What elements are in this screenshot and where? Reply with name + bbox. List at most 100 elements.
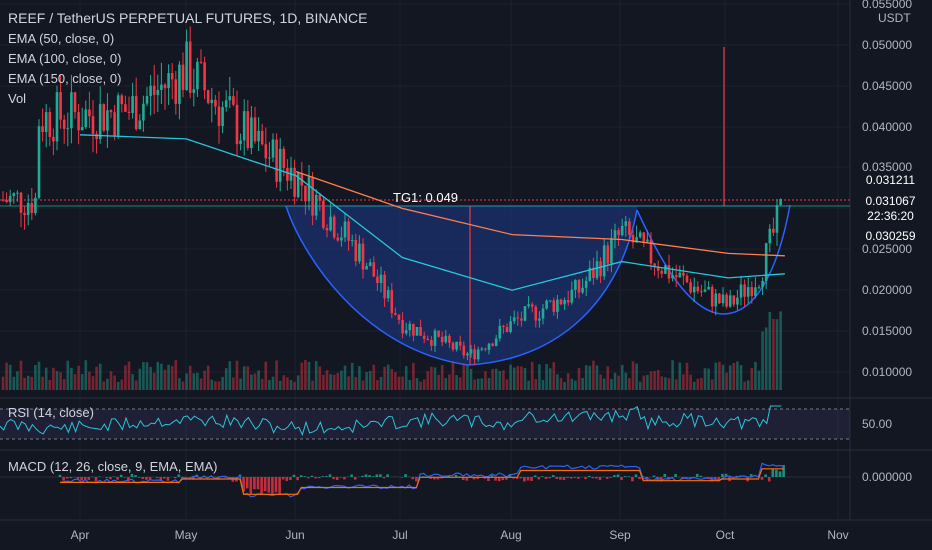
volume-bar <box>653 371 656 390</box>
candle-body <box>293 167 296 197</box>
candle-body <box>408 323 412 331</box>
volume-bar <box>692 381 696 390</box>
volume-bar <box>260 378 264 390</box>
volume-bar <box>88 371 91 390</box>
volume-bar <box>347 376 350 390</box>
macd-bar <box>299 475 303 477</box>
candle-body <box>527 304 530 307</box>
candle-body <box>707 286 710 290</box>
macd-bar <box>163 477 166 479</box>
candle-body <box>487 343 491 350</box>
macd-bar <box>141 477 145 480</box>
volume-bar <box>343 365 347 390</box>
candle-body <box>350 240 354 242</box>
candle-body <box>754 287 757 296</box>
ema50-line <box>79 134 785 291</box>
candle-body <box>656 266 660 271</box>
volume-bar <box>156 361 160 390</box>
volume-bar <box>120 379 124 390</box>
candle-body <box>538 318 541 321</box>
volume-bar <box>131 374 134 390</box>
candle-body <box>206 90 210 104</box>
volume-bar <box>106 378 109 390</box>
ema150-legend[interactable]: EMA (150, close, 0) <box>8 71 122 86</box>
rsi-legend[interactable]: RSI (14, close) <box>8 405 94 420</box>
macd-bar <box>771 469 775 477</box>
volume-bar <box>124 365 127 390</box>
candles <box>1 26 782 366</box>
ema100-legend[interactable]: EMA (100, close, 0) <box>8 51 122 66</box>
rsi-line <box>0 405 782 437</box>
macd-bar <box>659 477 663 482</box>
candle-body <box>739 284 743 298</box>
candle-body <box>390 290 394 314</box>
macd-bar <box>364 474 368 477</box>
volume-bar <box>476 378 480 390</box>
macd-bar <box>731 477 735 480</box>
macd-bar <box>656 477 659 482</box>
volume-bar <box>419 381 422 390</box>
candle-body <box>455 341 458 350</box>
volume-bar <box>41 376 44 390</box>
volume-bar <box>451 361 455 390</box>
volume-bar <box>26 375 30 390</box>
volume-bar <box>574 380 577 390</box>
volume-bar <box>59 372 62 390</box>
macd-bar <box>429 477 433 479</box>
candle-body <box>170 73 174 80</box>
candle-body <box>192 89 196 93</box>
macd-bar <box>335 477 339 480</box>
volume-bar <box>163 369 167 390</box>
volume-bar <box>134 380 138 390</box>
macd-bar <box>775 469 778 477</box>
candle-body <box>484 348 487 350</box>
candle-body <box>498 325 502 339</box>
volume-legend[interactable]: Vol <box>8 91 27 106</box>
candle-body <box>336 237 340 241</box>
macd-bar <box>249 477 253 494</box>
volume-bar <box>426 371 430 390</box>
candle-body <box>106 110 109 131</box>
macd-bar <box>515 477 519 479</box>
volume-bar <box>667 378 671 390</box>
macd-bar <box>217 477 220 480</box>
volume-bar <box>466 365 469 390</box>
candle-body <box>631 234 635 243</box>
candle-body <box>545 300 548 309</box>
candle-body <box>127 111 131 113</box>
macd-bar <box>667 477 670 480</box>
volume-bar <box>203 370 206 390</box>
volume-bar <box>354 377 358 390</box>
volume-bar <box>268 380 271 390</box>
candle-body <box>473 349 476 360</box>
macd-legend[interactable]: MACD (12, 26, close, 9, EMA, EMA) <box>8 459 218 474</box>
macd-bar <box>87 477 91 480</box>
volume-bar <box>329 374 332 390</box>
candle-body <box>530 304 534 307</box>
candle-body <box>41 126 44 133</box>
candle-body <box>469 349 473 354</box>
macd-bar <box>375 474 379 477</box>
ema50-legend[interactable]: EMA (50, close, 0) <box>8 31 115 46</box>
candle-body <box>444 335 448 343</box>
volume-bar <box>206 365 210 390</box>
volume-bar <box>559 378 563 390</box>
candle-body <box>329 216 332 231</box>
volume-bar <box>52 367 55 390</box>
macd-bar <box>112 476 116 477</box>
candle-body <box>62 119 66 129</box>
volume-bar <box>642 375 646 390</box>
volume-bar <box>16 371 19 390</box>
macd-bar <box>472 477 476 480</box>
candle-body <box>674 275 678 278</box>
macd-bar <box>465 477 469 481</box>
candle-body <box>16 192 19 194</box>
candle-body <box>638 232 642 238</box>
macd-bar <box>271 477 274 494</box>
price-tick: 0.055000 <box>862 0 912 11</box>
candle-body <box>84 109 88 128</box>
candle-body <box>102 104 106 131</box>
candle-body <box>494 338 498 346</box>
macd-bar <box>569 477 573 479</box>
